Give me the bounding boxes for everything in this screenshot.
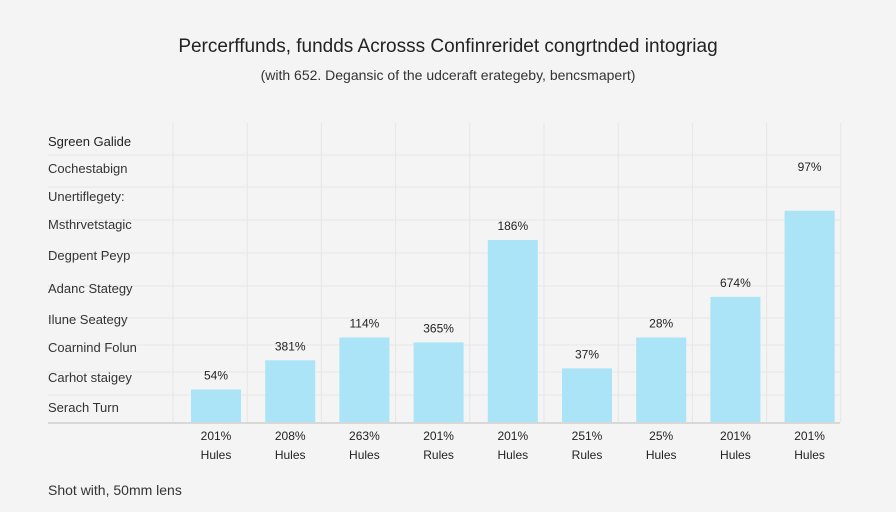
x-tick-label: 201% xyxy=(794,429,825,443)
legend-item: Cochestabign xyxy=(48,161,128,176)
legend-item: Unertiflegety: xyxy=(48,189,125,204)
x-tick-label: 25% xyxy=(649,429,673,443)
x-tick-sublabel: Hules xyxy=(275,448,306,462)
bar-value-label: 97% xyxy=(798,160,822,174)
bar-value-label: 37% xyxy=(575,347,599,361)
x-tick-label: 201% xyxy=(423,429,454,443)
bar-value-label: 54% xyxy=(204,369,228,383)
bar-value-label: 381% xyxy=(275,339,306,353)
x-tick-label: 208% xyxy=(275,429,306,443)
bar-value-label: 674% xyxy=(720,276,751,290)
photo-caption: Shot with, 50mm lens xyxy=(48,482,182,498)
x-tick-label: 263% xyxy=(349,429,380,443)
bar xyxy=(414,342,464,422)
bar xyxy=(562,368,612,422)
legend-item: Coarnind Folun xyxy=(48,340,137,355)
legend-item: Carhot staigey xyxy=(48,370,132,385)
x-tick-sublabel: Hules xyxy=(497,448,528,462)
x-tick-label: 201% xyxy=(720,429,751,443)
bar xyxy=(636,338,686,423)
legend-item: Degpent Peyp xyxy=(48,248,130,263)
x-tick-sublabel: Hules xyxy=(720,448,751,462)
x-tick-label: 201% xyxy=(497,429,528,443)
x-tick-sublabel: Hules xyxy=(646,448,677,462)
legend-item: Msthrvetstagic xyxy=(48,217,132,232)
x-tick-sublabel: Hules xyxy=(794,448,825,462)
legend-item: Ilune Seategy xyxy=(48,312,128,327)
x-tick-sublabel: Hules xyxy=(349,448,380,462)
bar xyxy=(339,338,389,423)
x-tick-label: 201% xyxy=(201,429,232,443)
legend-item: Serach Turn xyxy=(48,400,119,415)
x-tick-sublabel: Rules xyxy=(572,448,603,462)
bar xyxy=(488,240,538,422)
x-tick-label: 251% xyxy=(572,429,603,443)
bar-value-label: 186% xyxy=(497,219,528,233)
bar-value-label: 114% xyxy=(349,317,379,331)
bar xyxy=(265,360,315,422)
bar-value-label: 28% xyxy=(649,317,673,331)
bar-value-label: 365% xyxy=(423,321,454,335)
x-tick-sublabel: Hules xyxy=(201,448,232,462)
bar-chart: Sgreen Galide Cochestabign Unertiflegety: M… xyxy=(0,0,896,512)
bar xyxy=(710,297,760,422)
bar xyxy=(191,390,241,423)
legend-item: Adanc Stategy xyxy=(48,281,133,296)
legend-heading: Sgreen Galide xyxy=(48,134,131,149)
bar xyxy=(785,211,835,422)
x-tick-sublabel: Rules xyxy=(423,448,454,462)
